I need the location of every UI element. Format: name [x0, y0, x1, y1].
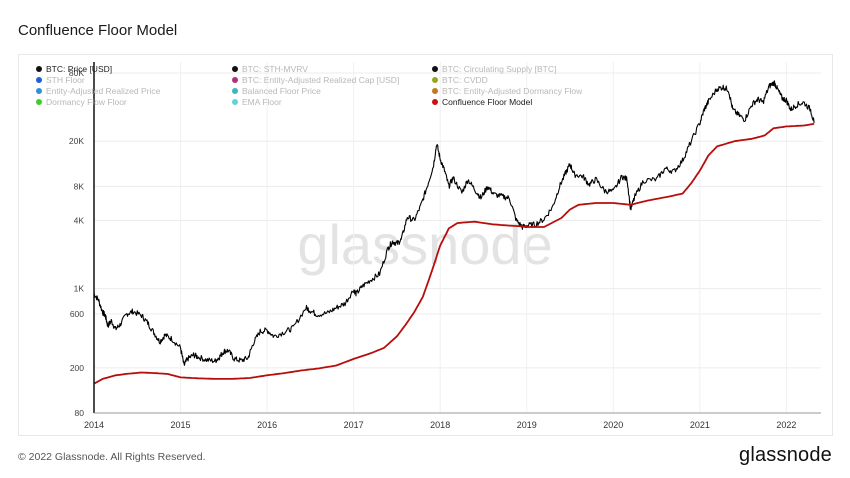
page-title: Confluence Floor Model: [18, 22, 178, 39]
legend-dot-icon: [232, 88, 238, 94]
x-tick-label: 2017: [344, 420, 364, 430]
legend-label: Confluence Floor Model: [442, 97, 533, 107]
series-group: [93, 80, 815, 385]
legend-dot-icon: [432, 66, 438, 72]
y-tick-label: 80K: [69, 68, 84, 78]
y-axis: 80 200 600 1K 4K 8K 20K 80K: [69, 68, 84, 418]
legend-dot-icon: [36, 66, 42, 72]
legend-label: Dormancy Flow Floor: [46, 97, 127, 107]
x-tick-label: 2020: [603, 420, 623, 430]
x-tick-label: 2015: [171, 420, 191, 430]
grid: [93, 62, 821, 414]
y-tick-label: 4K: [74, 215, 85, 225]
legend-dot-icon: [36, 77, 42, 83]
legend-dot-icon: [432, 99, 438, 105]
legend-item[interactable]: BTC: CVDD: [432, 75, 488, 85]
x-tick-label: 2021: [690, 420, 710, 430]
legend-dot-icon: [232, 99, 238, 105]
legend-label: BTC: CVDD: [442, 75, 488, 85]
legend-label: BTC: Entity-Adjusted Realized Cap [USD]: [242, 75, 400, 85]
x-tick-label: 2018: [430, 420, 450, 430]
y-tick-label: 80: [75, 408, 85, 418]
legend-label: EMA Floor: [242, 97, 282, 107]
x-tick-label: 2016: [257, 420, 277, 430]
legend-dot-icon: [36, 88, 42, 94]
legend-label: BTC: Entity-Adjusted Dormancy Flow: [442, 86, 583, 96]
watermark: glassnode: [297, 213, 552, 276]
legend-item[interactable]: Confluence Floor Model: [432, 97, 532, 107]
legend-item[interactable]: BTC: Entity-Adjusted Realized Cap [USD]: [232, 75, 399, 85]
legend-dot-icon: [432, 77, 438, 83]
legend-label: BTC: STH-MVRV: [242, 64, 308, 74]
legend-item[interactable]: BTC: Entity-Adjusted Dormancy Flow: [432, 86, 582, 96]
x-axis: 2014 2015 2016 2017 2018 2019 2020 2021 2022: [84, 420, 796, 430]
legend-item[interactable]: EMA Floor: [232, 97, 282, 107]
y-tick-label: 20K: [69, 136, 84, 146]
x-tick-label: 2022: [776, 420, 796, 430]
series-line-confluence-floor: [93, 122, 815, 385]
legend-label: BTC: Circulating Supply [BTC]: [442, 64, 557, 74]
legend-label: STH Floor: [46, 75, 85, 85]
legend-dot-icon: [36, 99, 42, 105]
copyright: © 2022 Glassnode. All Rights Reserved.: [18, 451, 206, 463]
legend-item[interactable]: BTC: STH-MVRV: [232, 64, 308, 74]
y-tick-label: 1K: [74, 284, 85, 294]
legend-item[interactable]: BTC: Circulating Supply [BTC]: [432, 64, 556, 74]
legend-item[interactable]: BTC: Price [USD]: [36, 64, 112, 74]
brand-logo: glassnode: [739, 444, 832, 466]
y-tick-label: 8K: [74, 181, 85, 191]
legend-label: Entity-Adjusted Realized Price: [46, 86, 161, 96]
legend-dot-icon: [432, 88, 438, 94]
x-tick-label: 2019: [517, 420, 537, 430]
legend-label: Balanced Floor Price: [242, 86, 321, 96]
legend-item[interactable]: STH Floor: [36, 75, 85, 85]
chart-frame: [18, 54, 833, 436]
legend: BTC: Price [USD] BTC: STH-MVRV BTC: Circul…: [36, 64, 636, 108]
y-tick-label: 200: [70, 363, 84, 373]
series-line-btc-price: [93, 80, 815, 366]
x-tick-label: 2014: [84, 420, 104, 430]
legend-dot-icon: [232, 77, 238, 83]
legend-label: BTC: Price [USD]: [46, 64, 113, 74]
legend-item[interactable]: Entity-Adjusted Realized Price: [36, 86, 160, 96]
legend-item[interactable]: Balanced Floor Price: [232, 86, 321, 96]
legend-dot-icon: [232, 66, 238, 72]
y-tick-label: 600: [70, 309, 84, 319]
legend-item[interactable]: Dormancy Flow Floor: [36, 97, 127, 107]
